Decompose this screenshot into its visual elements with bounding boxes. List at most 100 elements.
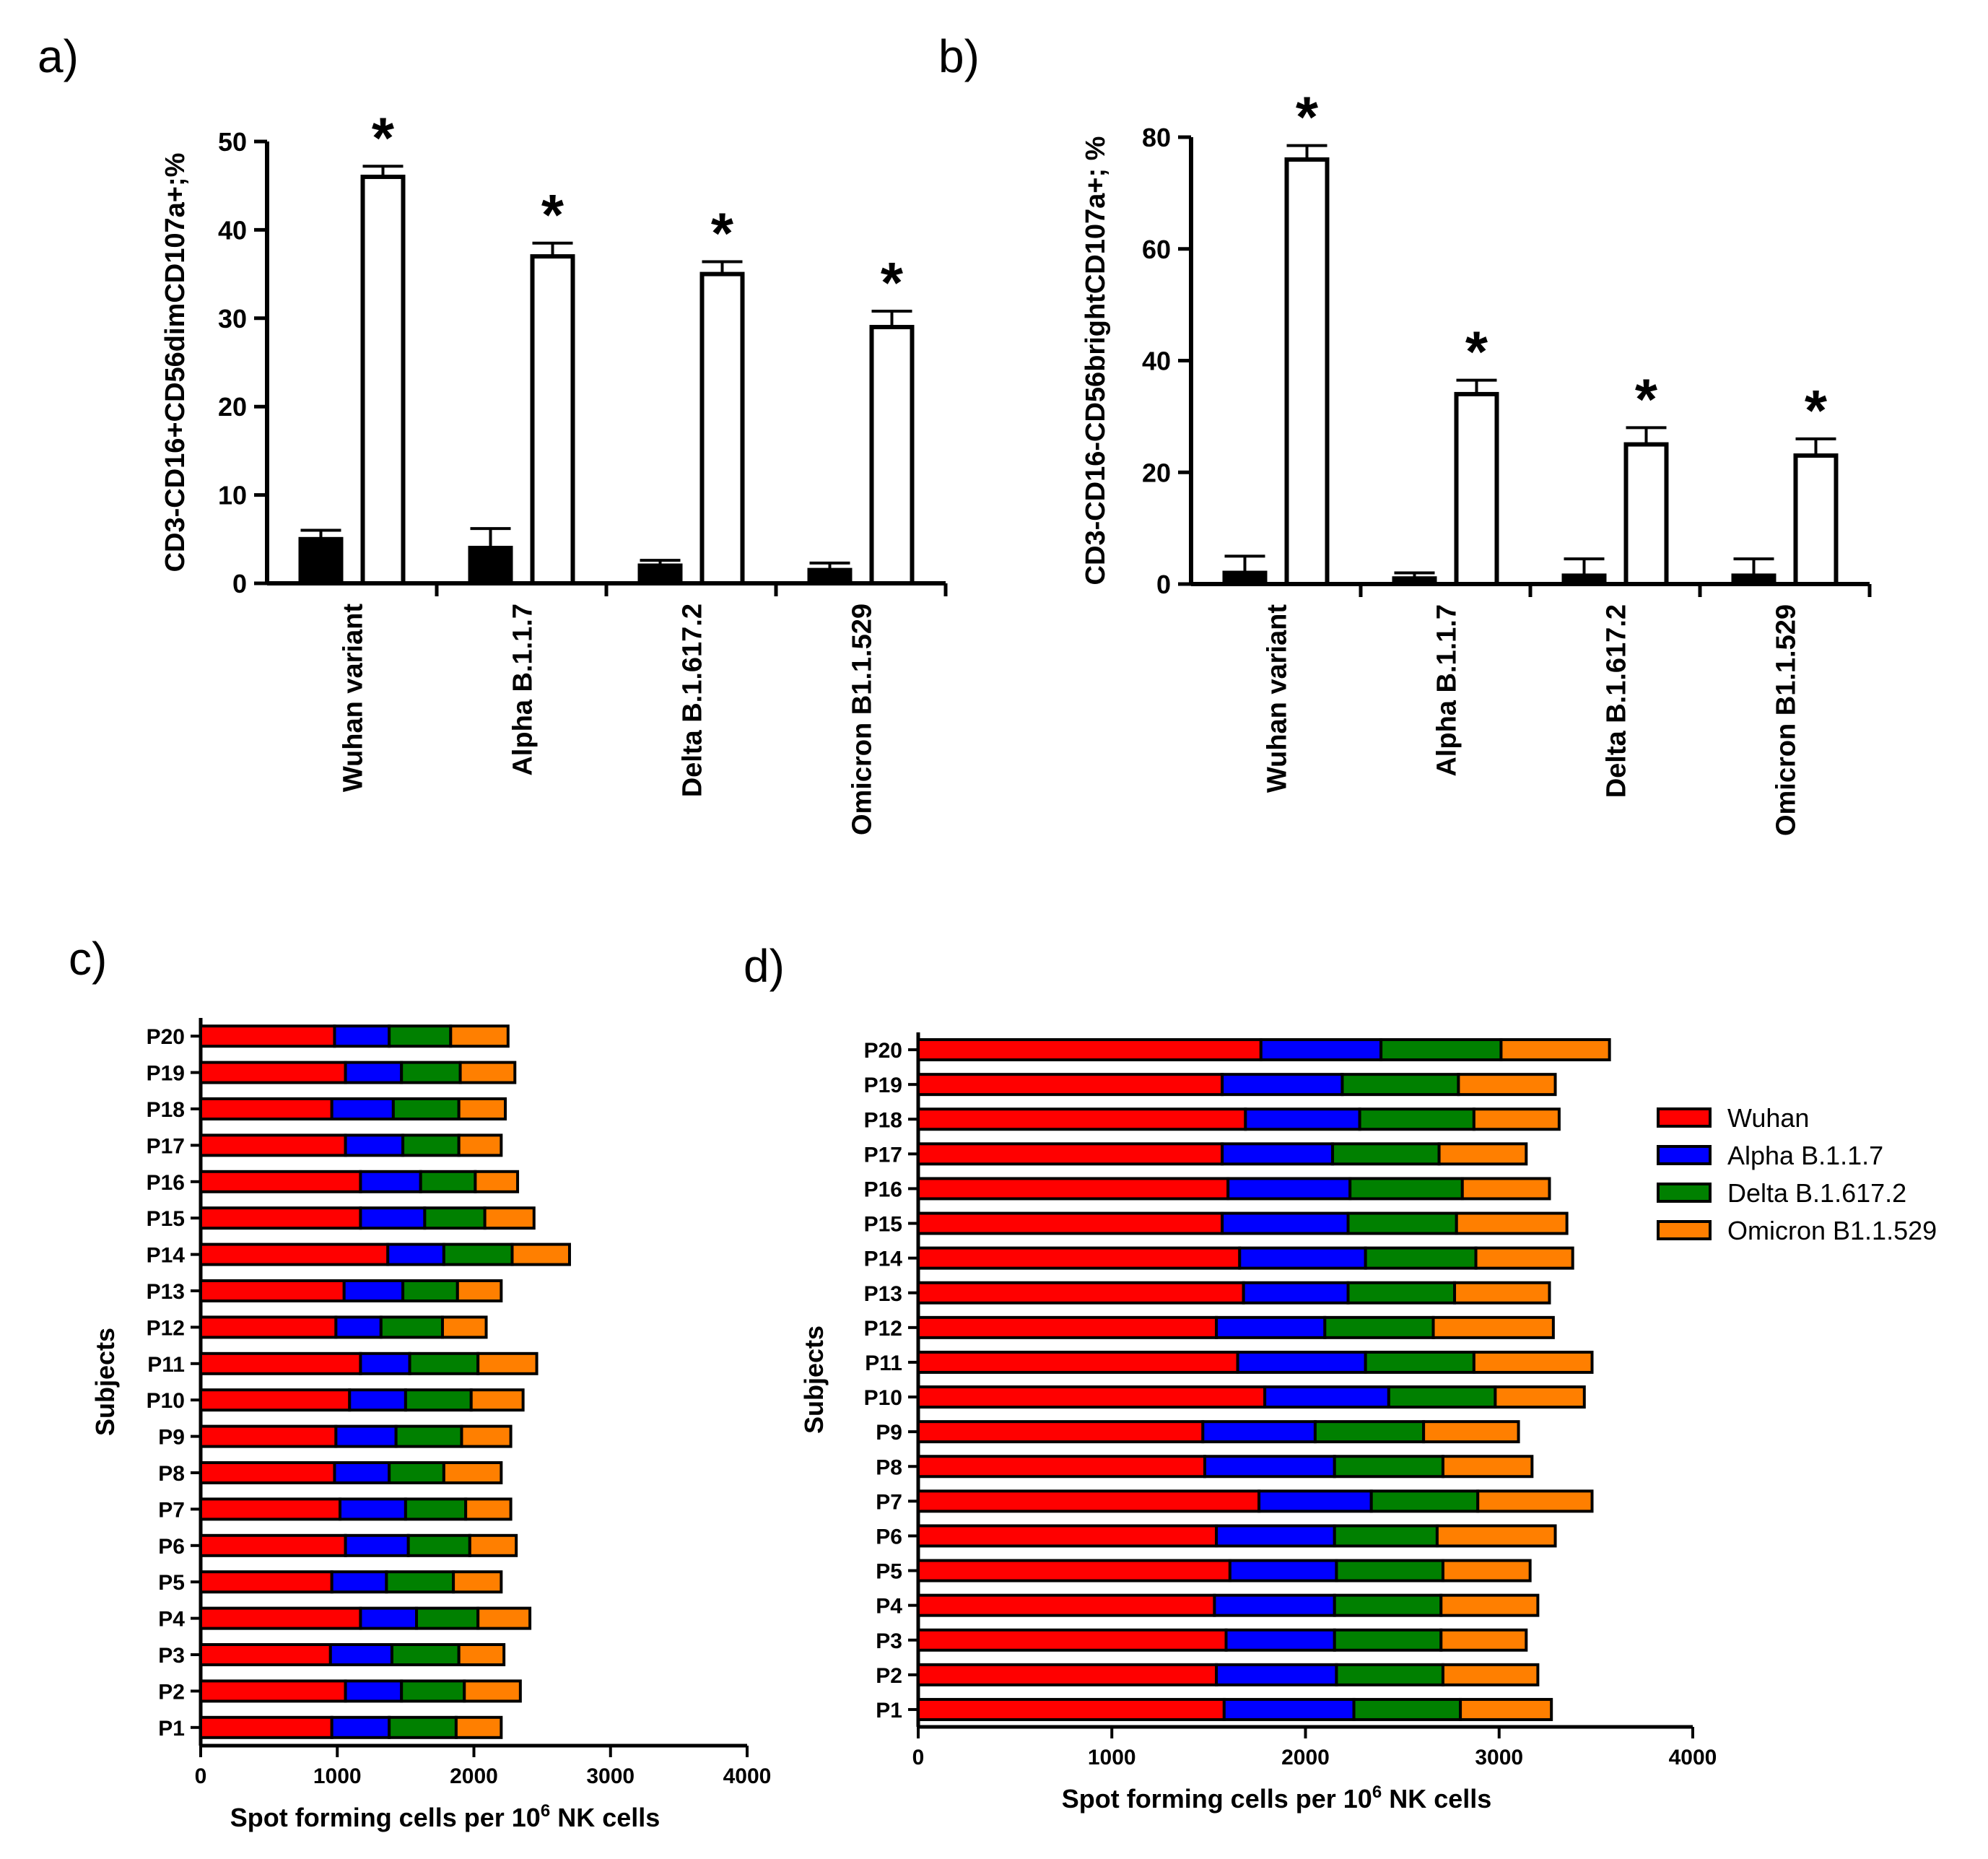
segment-wuhan [199, 1206, 362, 1230]
segment-alpha [359, 1170, 422, 1193]
segment-alpha [344, 1533, 410, 1557]
segment-omicron [452, 1570, 503, 1594]
category-label: Alpha B.1.1.7 [1432, 604, 1462, 777]
chart-d: 0 1000 2000 3000 4000 Spot forming cells per … [799, 1032, 1717, 1814]
segment-delta [404, 1388, 473, 1412]
legend: Wuhan Alpha B.1.1.7 Delta B.1.617.2 Omicron… [1657, 1103, 1937, 1245]
y-tick-label: 50 [218, 127, 247, 157]
segment-delta [1333, 1628, 1443, 1652]
segment-omicron [1437, 1142, 1528, 1166]
segment-alpha [328, 1643, 393, 1666]
segment-wuhan [199, 1533, 347, 1557]
segment-alpha [330, 1715, 391, 1739]
x-axis-label: Spot forming cells per 106 NK cells [230, 1801, 661, 1832]
segment-alpha [333, 1024, 391, 1048]
segment-delta [385, 1570, 455, 1594]
subject-label: P15 [864, 1213, 902, 1237]
segment-wuhan [199, 1388, 352, 1412]
segment-omicron [455, 1279, 503, 1302]
segment-omicron [442, 1461, 503, 1484]
segment-wuhan [917, 1385, 1267, 1409]
category-label: Omicron B1.1.529 [1771, 604, 1802, 836]
segment-omicron [1439, 1628, 1528, 1652]
legend-label: Delta B.1.617.2 [1727, 1178, 1906, 1208]
bar-control [637, 563, 683, 586]
segment-wuhan [199, 1570, 333, 1594]
subject-label: P4 [876, 1595, 902, 1619]
bar-stimulated [360, 174, 406, 585]
subject-label: P8 [876, 1455, 902, 1479]
x-tick-label: 4000 [723, 1764, 772, 1788]
segment-delta [404, 1497, 468, 1521]
x-tick-label: 0 [195, 1764, 207, 1788]
x-axis-label-unit: NK cells [1382, 1784, 1491, 1814]
bar-control [298, 536, 344, 585]
segment-alpha [1238, 1246, 1367, 1270]
category-label: Delta B.1.617.2 [678, 604, 708, 797]
segment-wuhan [199, 1643, 332, 1666]
segment-delta [1379, 1038, 1503, 1062]
significance-star: * [541, 183, 564, 247]
subject-label: P1 [158, 1717, 185, 1741]
subject-label: P19 [147, 1062, 185, 1086]
segment-alpha [1222, 1697, 1356, 1721]
segment-delta [1333, 1593, 1443, 1617]
x-tick-label: 2000 [1281, 1746, 1330, 1769]
chart-b: 0 20 40 60 80 CD3-CD16-CD56brightCD107a+; % Wu… [1081, 85, 1872, 836]
chart-a: 0 10 20 30 40 50 CD3-CD16+CD56dimCD107a+;% Wuha… [160, 105, 948, 835]
segment-delta [1364, 1246, 1478, 1270]
segment-wuhan [199, 1097, 333, 1120]
segment-delta [388, 1024, 453, 1048]
segment-omicron [457, 1097, 507, 1120]
segment-wuhan [199, 1715, 333, 1739]
significance-star: * [1296, 85, 1319, 149]
segment-omicron [458, 1061, 517, 1084]
segment-wuhan [917, 1246, 1242, 1270]
segment-alpha [339, 1497, 407, 1521]
subject-label: P18 [864, 1108, 902, 1132]
segment-omicron [474, 1170, 520, 1193]
segment-delta [1348, 1177, 1464, 1201]
segment-wuhan [917, 1663, 1218, 1686]
segment-wuhan [199, 1279, 346, 1302]
segment-wuhan [917, 1420, 1205, 1444]
segment-omicron [454, 1715, 503, 1739]
category-label: Wuhan variant [339, 604, 369, 792]
segment-omicron [1476, 1489, 1594, 1513]
subject-label: P11 [147, 1353, 185, 1377]
x-tick-label: 2000 [450, 1764, 498, 1788]
segment-omicron [1474, 1246, 1574, 1270]
segment-omicron [1439, 1593, 1540, 1617]
segment-delta [1352, 1697, 1462, 1721]
segment-delta [1346, 1281, 1457, 1305]
x-axis-label: Spot forming cells per 106 NK cells [1062, 1782, 1492, 1814]
subject-label: P7 [876, 1490, 902, 1514]
segment-alpha [1259, 1038, 1383, 1062]
segment-alpha [344, 1679, 404, 1703]
significance-star: * [1805, 378, 1828, 443]
legend-swatch-delta [1657, 1183, 1712, 1203]
segment-delta [1335, 1663, 1444, 1686]
x-tick-label: 1000 [313, 1764, 362, 1788]
subject-label: P15 [147, 1207, 185, 1231]
segment-delta [423, 1206, 487, 1230]
segment-delta [1387, 1385, 1497, 1409]
segment-alpha [344, 1061, 404, 1084]
segment-alpha [359, 1351, 411, 1375]
x-axis-label-unit: NK cells [550, 1803, 660, 1832]
segment-alpha [1221, 1142, 1335, 1166]
subject-label: P20 [147, 1025, 185, 1049]
subject-label: P17 [864, 1143, 902, 1167]
segment-omicron [460, 1424, 513, 1448]
subject-label: P13 [147, 1280, 185, 1304]
segment-alpha [344, 1133, 405, 1157]
segment-omicron [449, 1024, 510, 1048]
subject-label: P11 [865, 1351, 902, 1375]
bar-stimulated [699, 271, 745, 585]
subject-label: P1 [876, 1699, 902, 1723]
subject-label: P10 [147, 1389, 185, 1413]
segment-delta [1335, 1559, 1444, 1582]
segment-wuhan [917, 1107, 1247, 1131]
segment-wuhan [917, 1628, 1228, 1652]
y-tick-label: 80 [1142, 123, 1171, 152]
